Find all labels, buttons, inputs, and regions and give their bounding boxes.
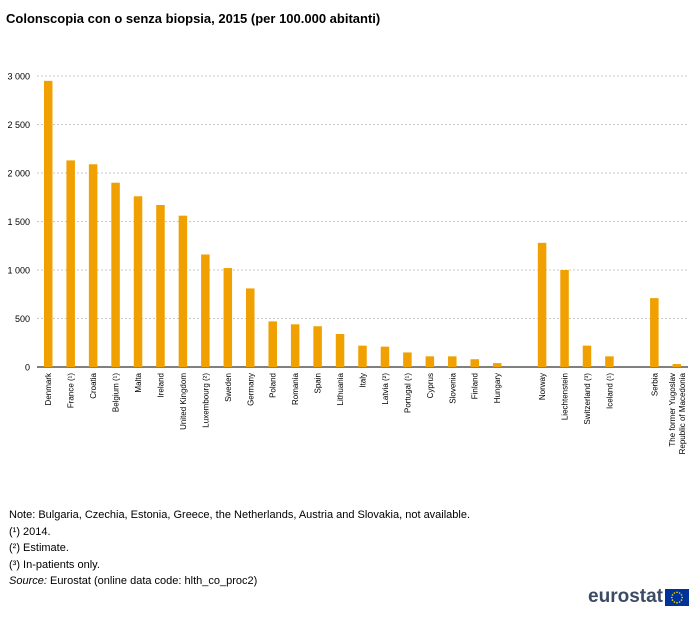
x-tick-label: Norway [538, 373, 547, 400]
bar [111, 182, 120, 367]
x-tick-label: Latvia (²) [381, 373, 390, 405]
x-tick-label: Malta [134, 372, 143, 392]
bar [290, 324, 300, 367]
y-tick-label: 2 000 [7, 169, 30, 179]
y-tick-label: 1 000 [7, 266, 30, 276]
bar [43, 80, 53, 367]
footnote-2: (²) Estimate. [9, 542, 69, 554]
x-tick-label: Ireland [156, 373, 165, 397]
flag-star [671, 598, 674, 601]
bar [358, 345, 367, 367]
x-tick-label: Germany [246, 373, 255, 406]
x-tick-label: Republic of Macedonia [678, 372, 687, 454]
bar [66, 160, 75, 367]
bar [335, 334, 345, 367]
x-tick-label: Cyprus [426, 373, 435, 398]
bar [178, 215, 188, 367]
bar [650, 298, 659, 367]
eurostat-logo: eurostat [588, 586, 689, 608]
source-line: Source: Eurostat (online data code: hlth… [9, 573, 470, 590]
x-tick-label: Sweden [224, 373, 233, 402]
flag-star [680, 593, 683, 596]
y-tick-label: 3 000 [7, 72, 30, 82]
y-tick-label: 2 500 [7, 120, 30, 130]
bar [537, 242, 547, 367]
bar [156, 205, 165, 367]
eurostat-logo-text: eurostat [588, 586, 663, 607]
flag-star [673, 600, 676, 603]
bar [246, 288, 255, 367]
x-tick-label: Luxembourg (²) [201, 373, 210, 428]
x-tick-label: Denmark [44, 372, 53, 405]
bar [223, 268, 233, 367]
bar [313, 326, 322, 367]
x-tick-label: Hungary [493, 373, 502, 403]
x-tick-label: The former Yugoslav [668, 373, 677, 447]
x-tick-label: Portugal (¹) [403, 373, 412, 413]
bar-chart: 0 500 1 000 1 500 2 000 2 500 3 000 Denmark Fran… [7, 72, 688, 454]
y-tick-label: 1 500 [7, 217, 30, 227]
x-tick-label: Iceland (¹) [605, 373, 614, 409]
bar [380, 346, 390, 367]
x-tick-label: Italy [359, 373, 368, 388]
flag-star [676, 591, 678, 593]
x-tick-label: Switzerland (³) [583, 373, 592, 425]
y-tick-label: 500 [15, 314, 30, 324]
bar [672, 364, 682, 367]
x-tick-label: Slovenia [448, 372, 457, 403]
bar [268, 321, 277, 367]
bar [133, 196, 143, 367]
x-tick-label: Poland [269, 373, 278, 398]
flag-star [676, 601, 678, 603]
note-missing-countries: Note: Bulgaria, Czechia, Estonia, Greece… [9, 509, 471, 521]
flag-star [671, 596, 673, 598]
bar [560, 270, 569, 367]
x-tick-label: France (¹) [67, 373, 76, 408]
flag-star [681, 596, 683, 598]
bar [582, 345, 592, 367]
x-tick-label: Spain [314, 373, 323, 393]
flag-star [678, 591, 681, 594]
bar [201, 254, 210, 367]
chart-title: Colonscopia con o senza biopsia, 2015 (p… [6, 11, 381, 26]
flag-star [673, 591, 676, 594]
bar [470, 359, 479, 367]
eu-flag-icon [665, 588, 689, 606]
x-tick-label: Serbia [650, 372, 659, 396]
x-tick-label: Romania [291, 372, 300, 405]
source-label: Source: [9, 575, 47, 587]
source-text: Eurostat (online data code: hlth_co_proc… [46, 575, 258, 587]
x-tick-label: Finland [471, 373, 480, 399]
footnote-1: (¹) 2014. [9, 525, 51, 538]
footnote-3: (³) In-patients only. [9, 558, 100, 571]
x-tick-label: Croatia [89, 372, 98, 398]
x-tick-label: Belgium (¹) [112, 373, 121, 412]
x-tick-label: Liechtenstein [561, 373, 570, 420]
flag-star [678, 600, 681, 603]
bar [492, 363, 502, 367]
bar [403, 352, 412, 367]
bar [448, 356, 457, 367]
bar [605, 356, 614, 367]
bar [425, 356, 435, 367]
bar [88, 164, 98, 367]
x-tick-label: Lithuania [336, 372, 345, 405]
y-tick-label: 0 [25, 363, 30, 373]
chart-notes: Note: Bulgaria, Czechia, Estonia, Greece… [9, 507, 470, 590]
flag-star [680, 598, 683, 601]
flag-star [671, 593, 674, 596]
x-tick-label: United Kingdom [179, 373, 188, 430]
